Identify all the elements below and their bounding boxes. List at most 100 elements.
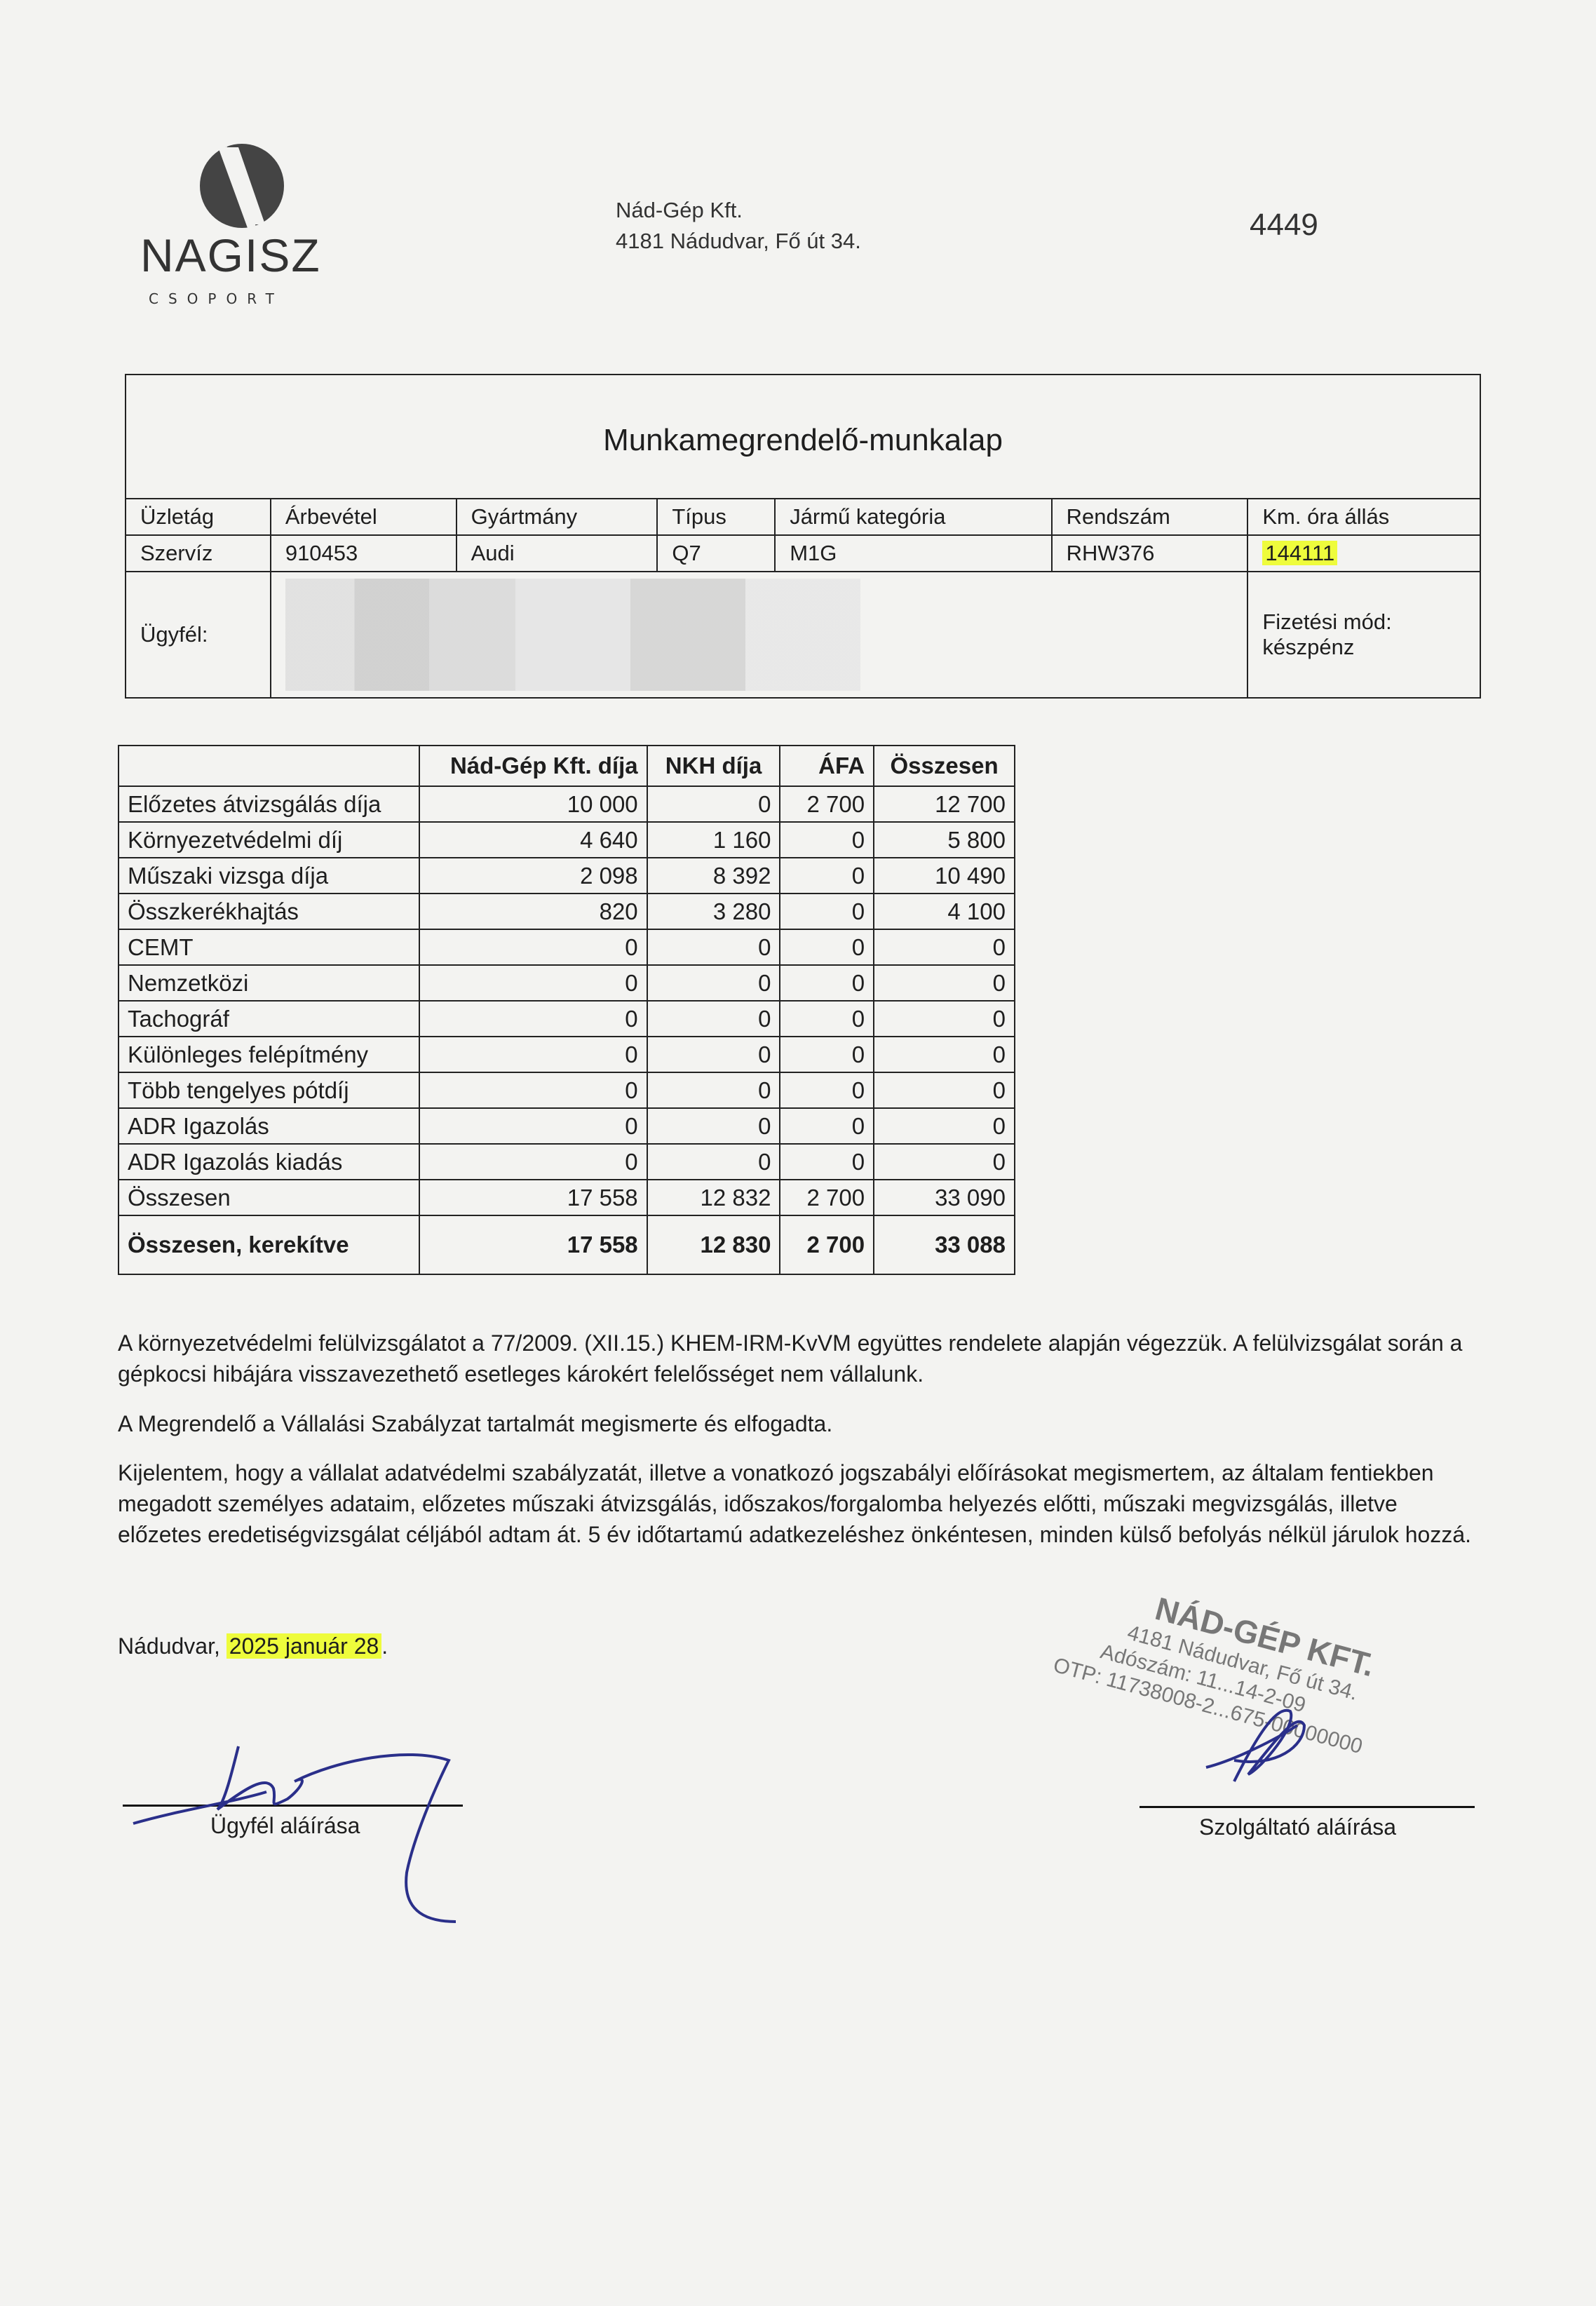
- fee-value-cell: 0: [779, 1000, 875, 1037]
- nagisz-logo-icon: [200, 144, 284, 229]
- fee-value-cell: 17 558: [418, 1179, 648, 1216]
- fee-value-cell: 0: [646, 929, 781, 966]
- fee-value-cell: 0: [779, 821, 875, 858]
- fee-value-cell: 10 000: [418, 785, 648, 823]
- fee-value-cell: 10 490: [873, 857, 1015, 894]
- client-value-redacted: [269, 571, 1249, 699]
- fee-row: Összkerékhajtás 820 3 280 0 4 100: [118, 893, 1015, 930]
- payment-label: Fizetési mód:: [1262, 609, 1392, 634]
- fee-value-cell: 0: [646, 1107, 781, 1145]
- vehicle-value-row: Szervíz 910453 Audi Q7 M1G RHW376 144111: [125, 534, 1481, 572]
- client-signature-image: [133, 1746, 457, 1923]
- fee-row: Összesen 17 558 12 832 2 700 33 090: [118, 1179, 1015, 1216]
- fee-row: Különleges felépítmény 0 0 0 0: [118, 1036, 1015, 1073]
- fee-value-cell: 3 280: [646, 893, 781, 930]
- fee-value-cell: 0: [418, 929, 648, 966]
- fee-value-cell: 12 830: [646, 1215, 781, 1275]
- client-label: Ügyfél:: [125, 571, 271, 699]
- fee-header-cell: ÁFA: [779, 745, 875, 787]
- header-cell: Km. óra állás: [1247, 498, 1481, 536]
- fee-row: Nemzetközi 0 0 0 0: [118, 964, 1015, 1002]
- fee-label-cell: Előzetes átvizsgálás díja: [118, 785, 420, 823]
- fee-value-cell: 17 558: [418, 1215, 648, 1275]
- fee-label-cell: Műszaki vizsga díja: [118, 857, 420, 894]
- fee-value-cell: 0: [873, 1107, 1015, 1145]
- fee-label-cell: Különleges felépítmény: [118, 1036, 420, 1073]
- fee-header-cell: NKH díja: [646, 745, 781, 787]
- date-suffix: .: [381, 1633, 388, 1659]
- page-title: Munkamegrendelő-munkalap: [125, 374, 1481, 499]
- fee-value-cell: 2 700: [779, 1215, 875, 1275]
- document-number: 4449: [1250, 208, 1318, 242]
- provider-signature-image: [1205, 1708, 1306, 1782]
- fee-value-cell: 0: [873, 929, 1015, 966]
- logo-sub: CSOPORT: [149, 290, 284, 307]
- value-cell: 144111: [1247, 534, 1481, 572]
- header-cell: Típus: [656, 498, 776, 536]
- fee-value-cell: 0: [418, 1143, 648, 1180]
- fee-value-cell: 0: [646, 1000, 781, 1037]
- odometer-highlight: 144111: [1262, 541, 1338, 565]
- header-cell: Rendszám: [1050, 498, 1249, 536]
- header-cell: Üzletág: [125, 498, 271, 536]
- fee-row: ADR Igazolás 0 0 0 0: [118, 1107, 1015, 1145]
- fee-value-cell: 0: [873, 1143, 1015, 1180]
- fee-header-cell: Nád-Gép Kft. díja: [418, 745, 648, 787]
- fee-value-cell: 4 640: [418, 821, 648, 858]
- fee-value-cell: 0: [418, 1000, 648, 1037]
- vehicle-header-row: Üzletág Árbevétel Gyártmány Típus Jármű …: [125, 498, 1481, 536]
- paragraph-privacy: Kijelentem, hogy a vállalat adatvédelmi …: [118, 1460, 1472, 1547]
- fee-value-cell: 2 700: [779, 785, 875, 823]
- client-signature-label: Ügyfél aláírása: [210, 1813, 360, 1838]
- fee-value-cell: 1 160: [646, 821, 781, 858]
- paragraph-acceptance: A Megrendelő a Vállalási Szabályzat tart…: [118, 1411, 833, 1436]
- fee-value-cell: 0: [646, 785, 781, 823]
- fee-value-cell: 0: [873, 1036, 1015, 1073]
- provider-signature-line: [1139, 1806, 1475, 1808]
- fee-rounded-total-row: Összesen, kerekítve 17 558 12 830 2 700 33 0…: [118, 1215, 1015, 1275]
- fee-value-cell: 5 800: [873, 821, 1015, 858]
- fee-value-cell: 0: [418, 1107, 648, 1145]
- date-line: Nádudvar, 2025 január 28.: [118, 1631, 819, 1661]
- date-value: 2025 január 28: [226, 1633, 382, 1659]
- value-cell: 910453: [269, 534, 457, 572]
- fee-value-cell: 0: [779, 1143, 875, 1180]
- value-cell: Szervíz: [125, 534, 271, 572]
- fee-value-cell: 0: [779, 929, 875, 966]
- fee-row: Környezetvédelmi díj 4 640 1 160 0 5 800: [118, 821, 1015, 858]
- fee-value-cell: 0: [646, 1036, 781, 1073]
- vehicle-info-table: Munkamegrendelő-munkalap Üzletág Árbevét…: [125, 374, 1481, 699]
- fee-label-cell: Nemzetközi: [118, 964, 420, 1002]
- fee-value-cell: 0: [779, 857, 875, 894]
- payment-cell: Fizetési mód: készpénz: [1247, 571, 1481, 699]
- fee-label-cell: Környezetvédelmi díj: [118, 821, 420, 858]
- fee-value-cell: 0: [873, 1000, 1015, 1037]
- fee-value-cell: 33 088: [873, 1215, 1015, 1275]
- fee-label-cell: CEMT: [118, 929, 420, 966]
- company-name: Nád-Gép Kft.: [616, 198, 743, 222]
- fee-row: Műszaki vizsga díja 2 098 8 392 0 10 490: [118, 857, 1015, 894]
- header-cell: Jármű kategória: [774, 498, 1053, 536]
- fee-label-cell: Több tengelyes pótdíj: [118, 1072, 420, 1109]
- redacted-blur: [285, 579, 860, 691]
- value-cell: RHW376: [1050, 534, 1249, 572]
- fee-label-cell: Összesen: [118, 1179, 420, 1216]
- value-cell: Audi: [455, 534, 658, 572]
- value-cell: M1G: [774, 534, 1053, 572]
- fee-row: Több tengelyes pótdíj 0 0 0 0: [118, 1072, 1015, 1109]
- fees-table: Nád-Gép Kft. díja NKH díja ÁFA Összesen Elő…: [118, 745, 1015, 1275]
- fee-row: CEMT 0 0 0 0: [118, 929, 1015, 966]
- fee-value-cell: 820: [418, 893, 648, 930]
- fee-value-cell: 0: [418, 964, 648, 1002]
- client-signature-line: [123, 1805, 463, 1807]
- fee-label-cell: Összkerékhajtás: [118, 893, 420, 930]
- fee-label-cell: ADR Igazolás: [118, 1107, 420, 1145]
- fee-value-cell: 2 700: [779, 1179, 875, 1216]
- fee-row: Előzetes átvizsgálás díja 10 000 0 2 700 12 …: [118, 785, 1015, 823]
- header-cell: Gyártmány: [455, 498, 658, 536]
- fee-value-cell: 0: [779, 1107, 875, 1145]
- fee-value-cell: 0: [873, 964, 1015, 1002]
- fee-value-cell: 0: [646, 964, 781, 1002]
- fee-label-cell: Tachográf: [118, 1000, 420, 1037]
- provider-signature-label: Szolgáltató aláírása: [1199, 1814, 1397, 1840]
